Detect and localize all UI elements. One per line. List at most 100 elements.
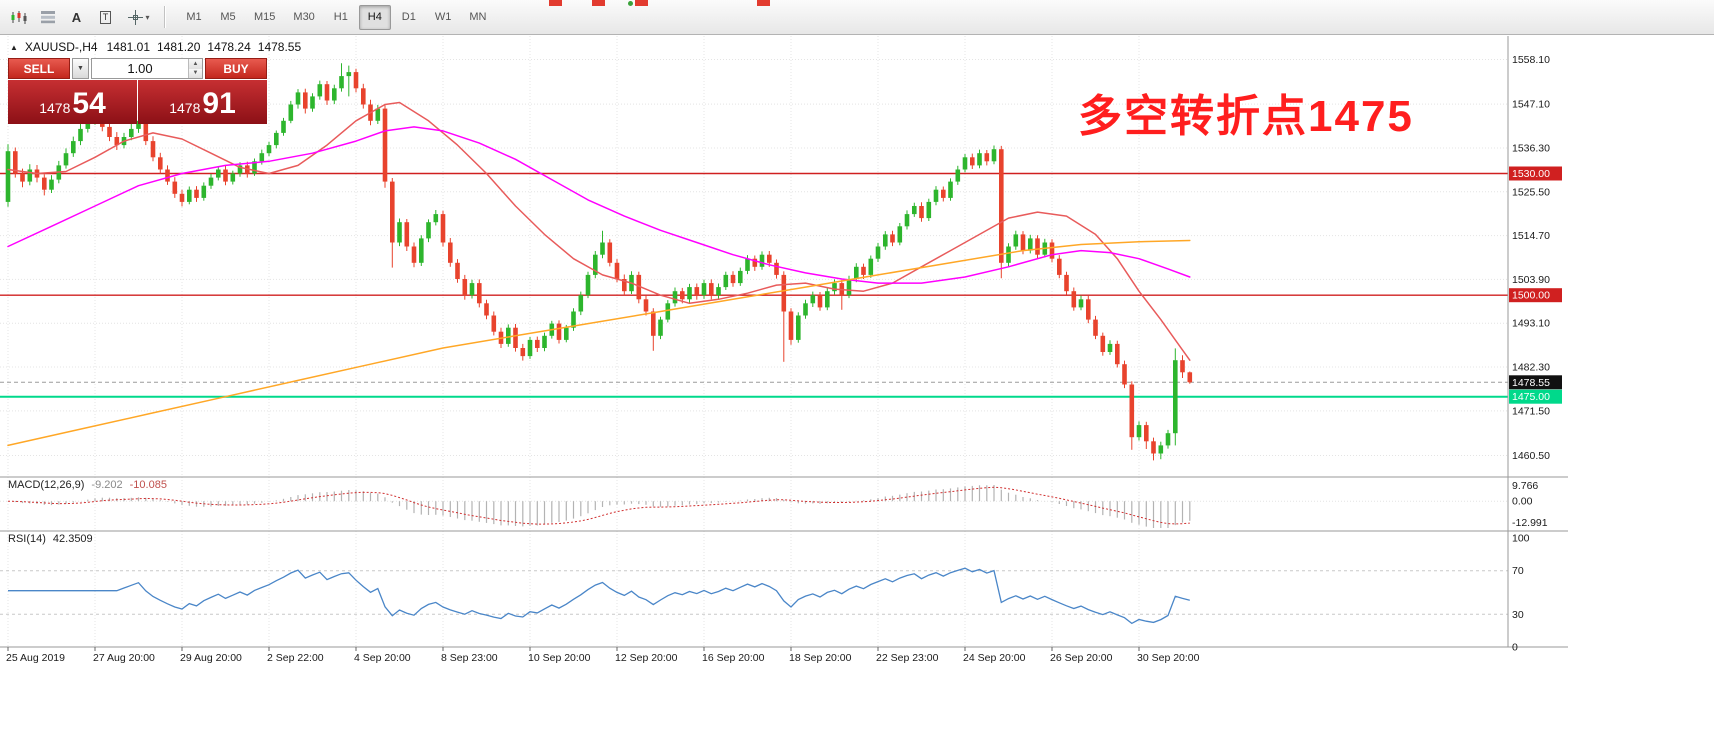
candle-body <box>941 189 946 198</box>
ask-price-main: 1478 <box>169 100 201 116</box>
timeframe-button-w1[interactable]: W1 <box>434 11 452 23</box>
svg-text:1500.00: 1500.00 <box>1512 290 1550 302</box>
buy-button[interactable]: BUY <box>205 58 267 79</box>
candle-body <box>455 262 460 279</box>
label-tool-glyph: T <box>99 10 112 24</box>
candle-body <box>216 169 221 178</box>
candle-body <box>491 315 497 332</box>
svg-text:1475.00: 1475.00 <box>1512 391 1550 403</box>
candle-body <box>933 189 939 202</box>
ohlc-high: 1481.20 <box>157 40 201 54</box>
svg-text:1482.30: 1482.30 <box>1512 362 1550 374</box>
candle-body <box>223 169 228 182</box>
candle-body <box>361 88 366 105</box>
svg-text:27 Aug 20:00: 27 Aug 20:00 <box>93 652 155 664</box>
candle-body <box>919 206 924 219</box>
candle-body <box>817 295 823 308</box>
candle-body <box>585 274 591 296</box>
candle-body <box>85 120 91 129</box>
candle-body <box>1158 445 1164 454</box>
ohlc-close: 1478.55 <box>257 40 302 54</box>
candle-body <box>477 283 482 304</box>
candle-body <box>1013 234 1019 247</box>
crosshair-tool-icon[interactable]: ▾ <box>120 3 158 31</box>
volume-increase-button[interactable]: ▲ <box>189 59 202 69</box>
timeframe-button-m15[interactable]: M15 <box>254 11 276 23</box>
candle-body <box>890 234 895 243</box>
candle-body <box>1006 246 1011 263</box>
symbol-period-label: XAUUSD-,H4 <box>24 40 98 54</box>
text-tool-icon[interactable]: A <box>71 9 82 25</box>
volume-stepper: ▲ ▼ <box>188 59 202 78</box>
svg-text:1558.10: 1558.10 <box>1512 54 1550 66</box>
candle-body <box>745 258 750 271</box>
expand-triangle-icon[interactable]: ▲ <box>10 42 18 52</box>
timeframe-button-mn[interactable]: MN <box>469 11 487 23</box>
candle-body <box>252 161 257 174</box>
profile-list-icon[interactable] <box>33 3 62 31</box>
candle-body <box>723 274 729 288</box>
candle-body <box>114 137 120 146</box>
candle-body <box>150 141 156 158</box>
timeframe-group: M1 M5 M15 M30 H1 H4 D1 W1 MN <box>178 4 496 30</box>
candle-body <box>846 279 852 296</box>
ask-price-big-digits: 91 <box>202 87 236 120</box>
candle-body <box>875 246 881 259</box>
svg-text:18 Sep 20:00: 18 Sep 20:00 <box>789 652 852 664</box>
candle-body <box>1049 242 1055 259</box>
candle-body <box>825 291 830 308</box>
candle-body <box>1136 425 1142 438</box>
ohlc-low: 1478.24 <box>207 40 251 54</box>
candle-body <box>977 153 982 166</box>
candle-body <box>868 258 874 275</box>
candle-body <box>738 270 743 284</box>
ask-quote-tile[interactable]: 1478 91 <box>138 80 267 124</box>
candle-body <box>883 234 888 247</box>
candle-body <box>535 339 540 348</box>
candlestick-chart-icon[interactable] <box>4 3 33 31</box>
timeframe-button-m30[interactable]: M30 <box>293 11 315 23</box>
screen-artifact <box>635 0 648 6</box>
candle-body <box>861 266 866 275</box>
timeframe-button-m1[interactable]: M1 <box>186 11 202 23</box>
ma-fast <box>7 101 1191 361</box>
time-axis[interactable]: 25 Aug 2019 27 Aug 20:00 29 Aug 20:00 2 Sep… <box>6 647 1200 664</box>
order-type-dropdown[interactable]: ▼ <box>72 58 89 79</box>
candle-body <box>1122 364 1127 385</box>
price-axis[interactable]: 1558.10 1547.10 1536.30 1525.50 1514.70 1503.… <box>1509 54 1562 462</box>
candle-body <box>266 145 272 154</box>
timeframe-button-d1[interactable]: D1 <box>401 11 416 23</box>
sell-button[interactable]: SELL <box>8 58 70 79</box>
candle-body <box>324 84 330 101</box>
bid-quote-tile[interactable]: 1478 54 <box>8 80 137 124</box>
candle-body <box>129 128 134 137</box>
candle-body <box>448 242 453 263</box>
candle-body <box>781 274 787 312</box>
candle-body <box>404 222 410 247</box>
volume-input[interactable] <box>92 59 202 78</box>
timeframe-button-m5[interactable]: M5 <box>220 11 236 23</box>
volume-decrease-button[interactable]: ▼ <box>189 68 202 78</box>
timeframe-button-h1[interactable]: H1 <box>333 11 348 23</box>
svg-text:1478.55: 1478.55 <box>1512 377 1550 389</box>
svg-text:26 Sep 20:00: 26 Sep 20:00 <box>1050 652 1113 664</box>
candle-body <box>274 132 279 146</box>
candle-body <box>397 222 402 243</box>
svg-text:12 Sep 20:00: 12 Sep 20:00 <box>615 652 678 664</box>
candle-body <box>20 173 25 182</box>
candle-body <box>419 238 424 263</box>
label-tool-icon[interactable]: T <box>91 3 120 31</box>
macd-signal-value: -10.085 <box>129 479 167 491</box>
timeframe-button-h4[interactable]: H4 <box>358 4 391 30</box>
candle-body <box>71 141 76 154</box>
svg-text:4 Sep 20:00: 4 Sep 20:00 <box>354 652 411 664</box>
candle-body <box>303 92 308 109</box>
candle-body <box>1071 291 1077 308</box>
candle-body <box>955 169 961 182</box>
candle-body <box>107 126 112 137</box>
candle-body <box>1035 238 1040 255</box>
candle-body <box>1180 360 1185 373</box>
candle-body <box>962 157 968 170</box>
candle-body <box>991 149 997 162</box>
